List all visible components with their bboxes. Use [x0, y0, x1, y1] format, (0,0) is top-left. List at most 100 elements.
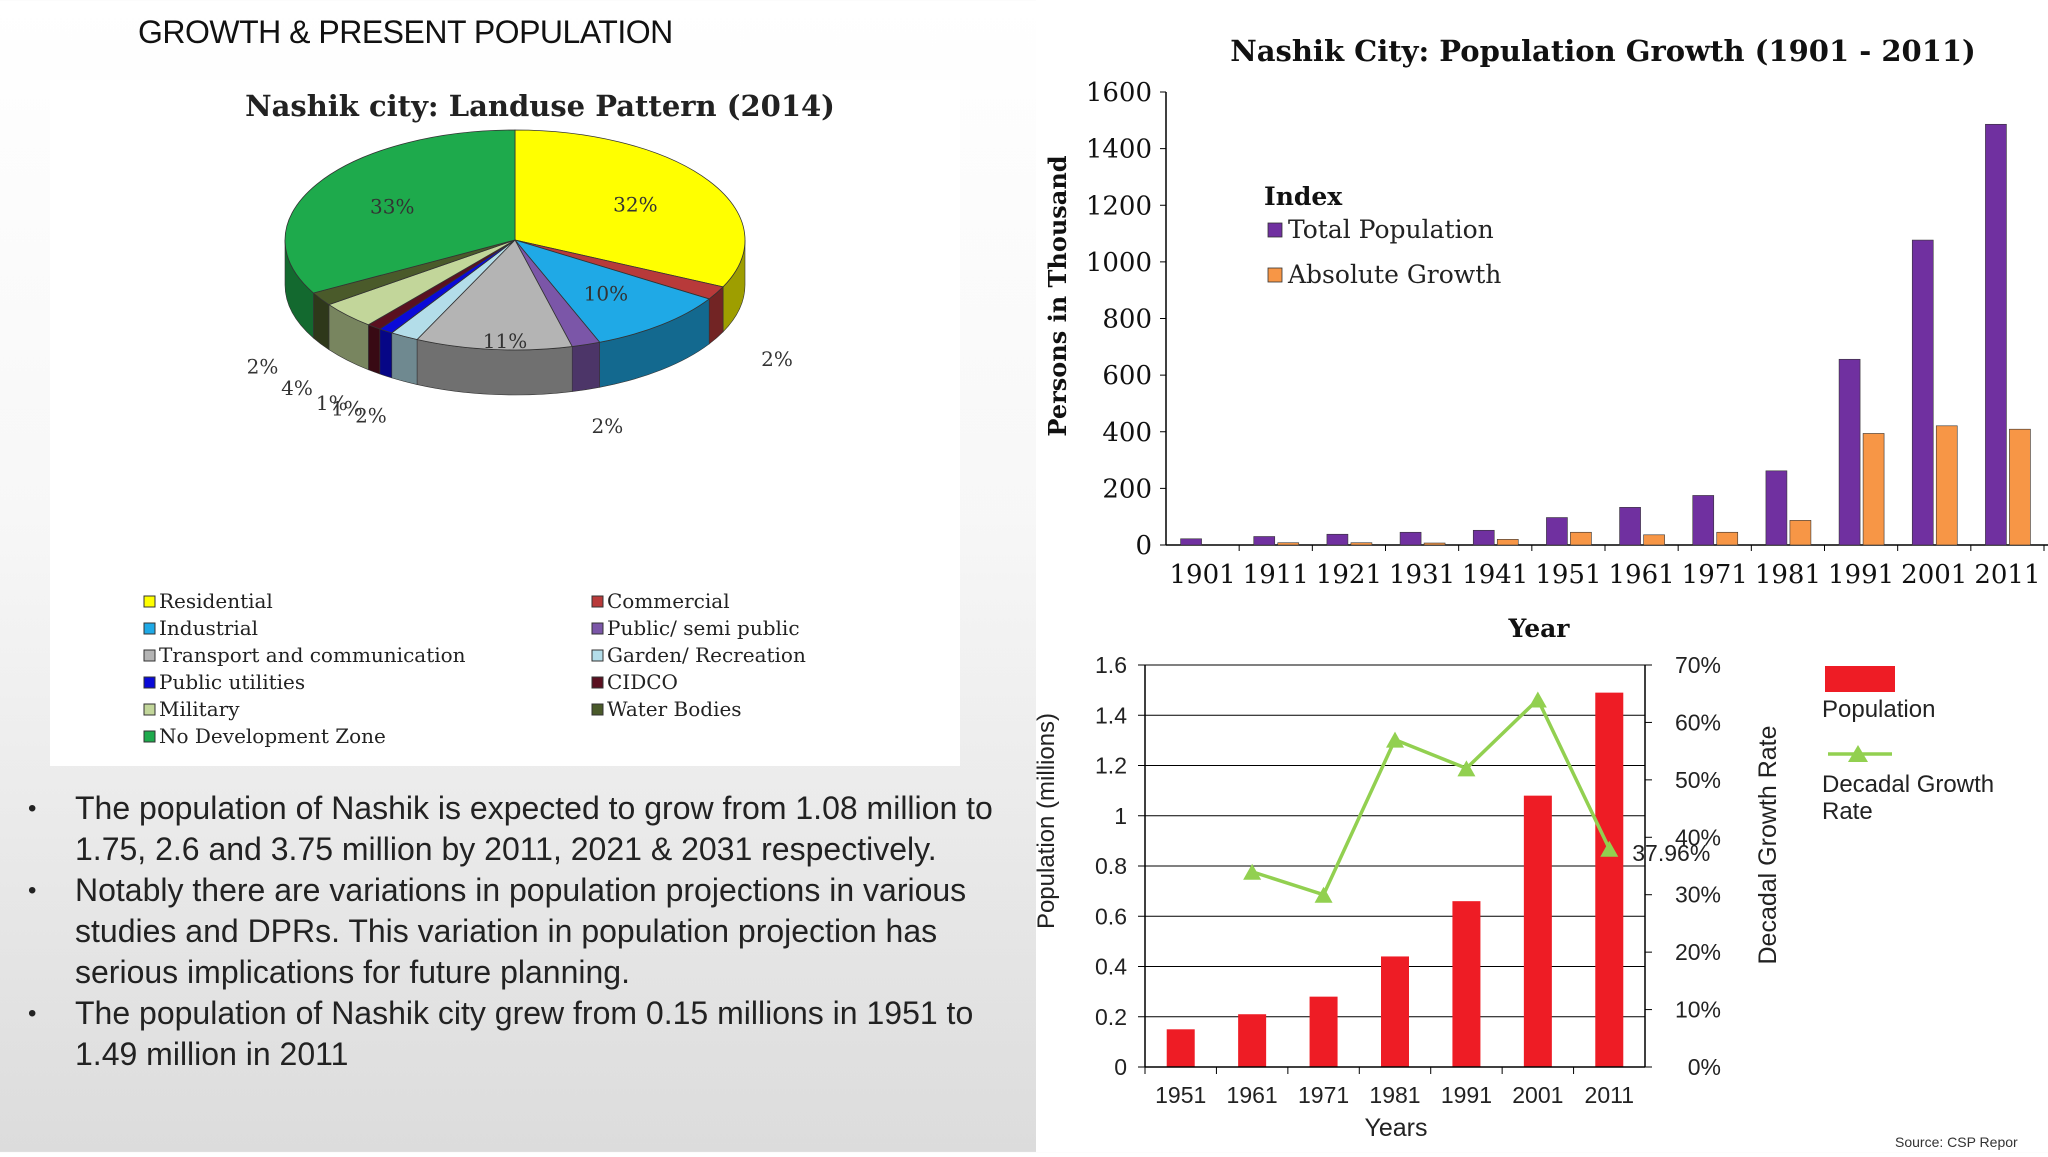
legend-swatch — [591, 595, 604, 608]
bar-total-population — [1180, 538, 1202, 546]
y-tick-label: 600 — [1102, 361, 1152, 391]
x-tick-label: 1991 — [1828, 560, 1894, 590]
population-growth-chart: Nashik City: Population Growth (1901 - 2… — [1043, 34, 2048, 643]
legend-swatch — [143, 676, 156, 689]
y-tick-label: 0.6 — [1095, 903, 1127, 929]
bar-absolute-growth — [1935, 425, 1958, 546]
bar-absolute-growth — [2009, 428, 2031, 546]
legend-label: Commercial — [607, 589, 730, 613]
bar-chart-xlabel: Year — [1508, 614, 1571, 643]
x-tick-label: 1911 — [1243, 560, 1309, 590]
legend-label: Decadal Growth Rate — [1822, 771, 1994, 825]
legend-swatch — [591, 703, 604, 716]
legend-label: Industrial — [159, 616, 258, 640]
bar-total-population — [1692, 495, 1715, 546]
bullet-text: The population of Nashik city grew from … — [75, 995, 974, 1072]
bar-total-population — [1326, 533, 1349, 546]
legend-swatch — [1267, 222, 1283, 238]
population-combo-panel: Population (millions) Decadal Growth Rat… — [1033, 645, 2048, 1152]
x-tick-label: 1971 — [1682, 560, 1748, 590]
x-tick-label: 1951 — [1155, 1082, 1206, 1108]
y-tick-label: 1 — [1114, 803, 1127, 829]
bar-legend-title: Index — [1264, 182, 1343, 211]
bar-total-population — [1546, 517, 1568, 546]
y-tick-label: 0.8 — [1095, 853, 1127, 879]
y-tick-label: 0 — [1135, 531, 1152, 561]
bullet-dot: • — [28, 877, 37, 904]
legend-label: Transport and communication — [159, 643, 466, 667]
y-tick-label: 200 — [1102, 474, 1152, 504]
y2-tick-label: 10% — [1675, 997, 1721, 1023]
pie-value-label: 33% — [370, 194, 414, 218]
legend-swatch-population — [1825, 666, 1895, 692]
bar-total-population — [1472, 529, 1495, 546]
x-tick-label: 1941 — [1462, 560, 1528, 590]
population-bar — [1166, 1029, 1195, 1067]
y2-tick-label: 0% — [1688, 1054, 1721, 1080]
bar-absolute-growth — [1643, 534, 1665, 546]
population-bar — [1381, 956, 1409, 1067]
pie-slice — [513, 239, 711, 343]
population-bar — [1523, 795, 1552, 1067]
bullet-item: • Notably there are variations in populat… — [22, 870, 1022, 993]
bullet-item: • The population of Nashik city grew from… — [22, 993, 1022, 1075]
pie-value-label: 32% — [613, 192, 657, 216]
y2-tick-label: 30% — [1675, 882, 1721, 908]
pie-slice-side — [571, 341, 600, 392]
bar-total-population — [1911, 239, 1934, 546]
pie-slice — [284, 129, 516, 294]
population-bar — [1595, 692, 1624, 1067]
x-tick-label: 1981 — [1755, 560, 1821, 590]
pie-slice-side — [368, 324, 381, 375]
bullet-list: • The population of Nashik is expected to… — [22, 788, 1022, 1075]
x-tick-label: 2001 — [1901, 560, 1967, 590]
bullet-item: • The population of Nashik is expected to… — [22, 788, 1022, 870]
bullet-text: The population of Nashik is expected to … — [75, 790, 993, 867]
bar-total-population — [1985, 123, 2007, 546]
combo-ylabel: Population (millions) — [1036, 713, 1060, 929]
pie-chart-title: Nashik city: Landuse Pattern (2014) — [245, 89, 835, 123]
pie-slice — [416, 239, 573, 351]
y2-tick-label: 60% — [1675, 709, 1721, 735]
y-tick-label: 1.6 — [1095, 652, 1127, 678]
bar-absolute-growth — [1862, 433, 1885, 546]
legend-label: Water Bodies — [607, 697, 742, 721]
legend-label: No Development Zone — [159, 724, 386, 748]
pie-value-label: 11% — [483, 329, 527, 353]
source-note: Source: CSP Repor — [1895, 1134, 2018, 1150]
x-tick-label: 2011 — [1585, 1082, 1634, 1108]
bar-total-population — [1765, 470, 1788, 546]
pie-value-label: 2% — [592, 414, 624, 438]
bar-absolute-growth — [1716, 531, 1739, 546]
legend-swatch — [143, 649, 156, 662]
bar-total-population — [1253, 536, 1276, 546]
x-tick-label: 1981 — [1369, 1082, 1420, 1108]
growth-rate-line — [1251, 696, 1611, 897]
population-bar — [1309, 996, 1338, 1067]
legend-swatch-marker — [1848, 745, 1868, 762]
legend-label: Total Population — [1288, 215, 1494, 244]
x-tick-label: 2001 — [1512, 1082, 1563, 1108]
y-tick-label: 1600 — [1086, 78, 1152, 108]
x-tick-label: 1991 — [1441, 1082, 1492, 1108]
legend-label: Military — [159, 697, 240, 721]
y-tick-label: 1400 — [1086, 135, 1152, 165]
legend-swatch — [591, 622, 604, 635]
bar-chart-title: Nashik City: Population Growth (1901 - 2… — [1230, 34, 1976, 68]
x-tick-label: 1951 — [1535, 560, 1601, 590]
y-tick-label: 400 — [1102, 418, 1152, 448]
bar-absolute-growth — [1789, 520, 1812, 546]
growth-rate-marker — [1314, 886, 1333, 903]
bar-absolute-growth — [1496, 539, 1519, 546]
bar-absolute-growth — [1277, 542, 1300, 546]
landuse-pie-chart: Nashik city: Landuse Pattern (2014) 32% 2… — [143, 89, 835, 748]
bar-total-population — [1399, 531, 1422, 546]
y2-tick-label: 40% — [1675, 824, 1721, 850]
y-tick-label: 1000 — [1086, 248, 1152, 278]
legend-swatch — [143, 730, 156, 743]
pie-value-label: 10% — [584, 282, 628, 306]
legend-swatch — [1267, 267, 1283, 283]
pie-value-label: 4% — [281, 376, 313, 400]
pie-value-label: 2% — [247, 355, 279, 379]
legend-label: Residential — [159, 589, 273, 613]
